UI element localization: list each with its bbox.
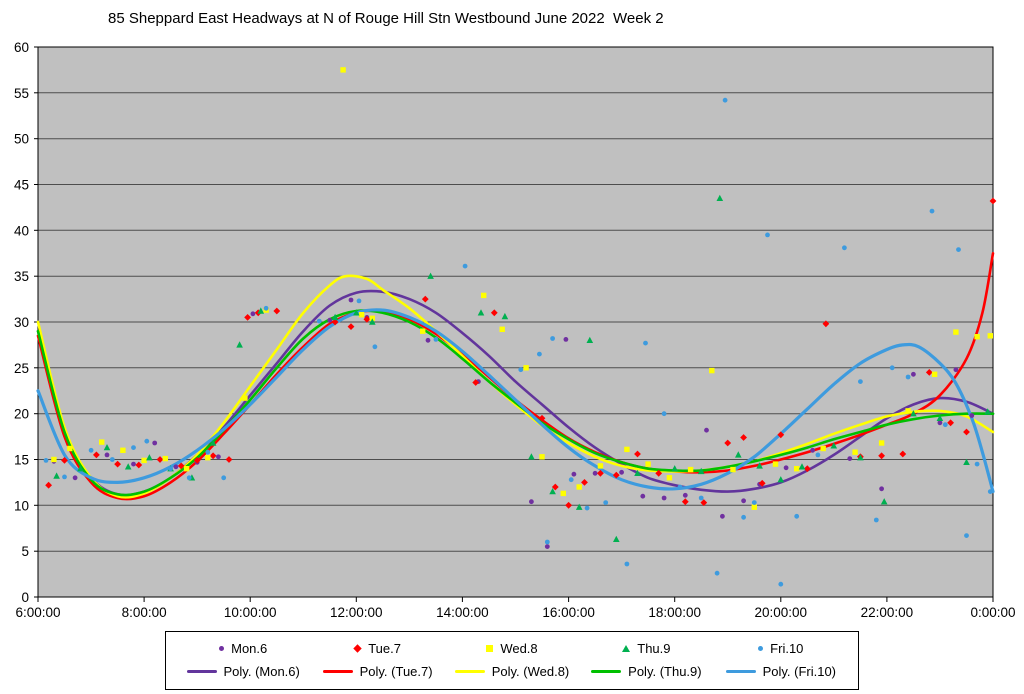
legend-label: Thu.9 (637, 641, 671, 656)
y-tick-label: 55 (14, 86, 29, 101)
y-tick-label: 50 (14, 132, 29, 147)
y-tick-label: 15 (14, 453, 29, 468)
legend-item-poly-wed8: Poly. (Wed.8) (445, 664, 579, 679)
poly-mon6-line-icon (186, 670, 217, 673)
y-tick-label: 60 (14, 40, 29, 55)
series-points-2 (51, 67, 993, 510)
legend-label: Poly. (Wed.8) (491, 664, 570, 679)
legend-row-markers: Mon.6 Tue.7 Wed.8 Thu.9 Fri.10 (176, 637, 848, 660)
legend-label: Poly. (Fri.10) (762, 664, 836, 679)
x-tick-label: 14:00:00 (436, 605, 489, 620)
series-points-3 (53, 194, 991, 542)
mon6-marker-icon (219, 646, 225, 651)
legend-item-tue7: Tue.7 (310, 641, 444, 656)
y-tick-label: 20 (14, 407, 29, 422)
legend-label: Poly. (Mon.6) (223, 664, 300, 679)
poly-fri10-line-icon (725, 670, 756, 673)
x-tick-label: 20:00:00 (755, 605, 808, 620)
x-tick-label: 12:00:00 (330, 605, 383, 620)
thu9-marker-icon (622, 645, 631, 652)
legend-label: Mon.6 (231, 641, 268, 656)
y-tick-label: 5 (21, 544, 29, 559)
legend-item-poly-fri10: Poly. (Fri.10) (714, 664, 848, 679)
poly-thu9-line-icon (591, 670, 622, 673)
wed8-marker-icon (486, 645, 494, 652)
x-tick-label: 16:00:00 (542, 605, 595, 620)
x-tick-label: 10:00:00 (224, 605, 277, 620)
x-tick-label: 0:00:00 (970, 605, 1015, 620)
legend-label: Poly. (Tue.7) (359, 664, 433, 679)
y-tick-label: 35 (14, 269, 29, 284)
legend-label: Fri.10 (770, 641, 804, 656)
legend-row-lines: Poly. (Mon.6) Poly. (Tue.7) Poly. (Wed.8… (176, 660, 848, 683)
y-tick-label: 45 (14, 178, 29, 193)
legend: Mon.6 Tue.7 Wed.8 Thu.9 Fri.10 Poly (165, 631, 859, 690)
legend-item-mon6: Mon.6 (176, 641, 310, 656)
poly-line-4 (36, 308, 995, 494)
poly-tue7-line-icon (322, 670, 353, 673)
legend-item-thu9: Thu.9 (579, 641, 713, 656)
legend-label: Poly. (Thu.9) (628, 664, 702, 679)
poly-line-3 (36, 309, 995, 497)
x-tick-label: 8:00:00 (122, 605, 167, 620)
legend-label: Tue.7 (368, 641, 401, 656)
y-tick-label: 30 (14, 315, 29, 330)
legend-item-poly-mon6: Poly. (Mon.6) (176, 664, 310, 679)
series-points-1 (45, 197, 997, 509)
chart-title: 85 Sheppard East Headways at N of Rouge … (108, 10, 664, 27)
legend-item-fri10: Fri.10 (714, 641, 848, 656)
fri10-marker-icon (758, 646, 764, 651)
legend-item-wed8: Wed.8 (445, 641, 579, 656)
series-points-4 (43, 97, 993, 587)
x-tick-label: 6:00:00 (15, 605, 60, 620)
x-tick-label: 22:00:00 (861, 605, 914, 620)
axis-labels: 0 5 10 15 20 25 30 35 40 45 50 55 60 6:00:00 8:00:00 10… (14, 40, 1016, 620)
plot-area: 0 5 10 15 20 25 30 35 40 45 50 55 60 6:00:00 8:00:00 10… (14, 40, 1016, 620)
poly-wed8-line-icon (454, 670, 485, 673)
y-tick-label: 25 (14, 361, 29, 376)
y-tick-label: 40 (14, 223, 29, 238)
tue7-marker-icon (353, 644, 362, 653)
y-tick-label: 10 (14, 498, 29, 513)
legend-item-poly-thu9: Poly. (Thu.9) (579, 664, 713, 679)
y-tick-label: 0 (21, 590, 29, 605)
legend-label: Wed.8 (500, 641, 538, 656)
x-tick-label: 18:00:00 (648, 605, 701, 620)
legend-item-poly-tue7: Poly. (Tue.7) (310, 664, 444, 679)
